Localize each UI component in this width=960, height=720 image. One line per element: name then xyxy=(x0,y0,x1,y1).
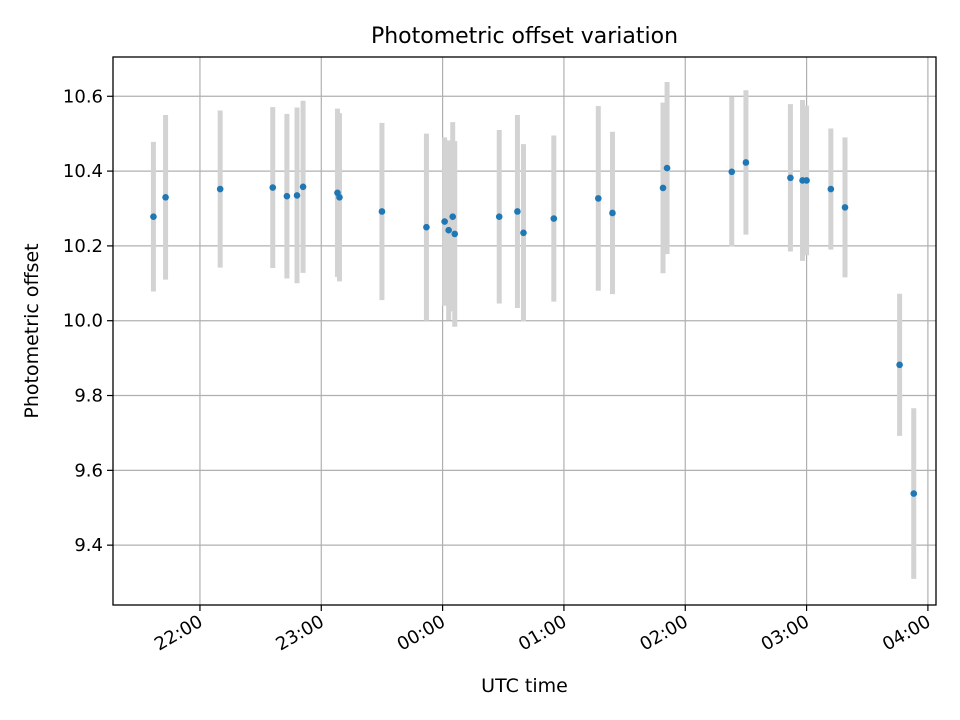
data-point xyxy=(150,213,157,221)
data-point xyxy=(283,192,291,200)
y-tick-label: 10.4 xyxy=(63,161,103,182)
data-point xyxy=(728,168,736,176)
data-point xyxy=(659,184,667,192)
data-point xyxy=(441,218,448,225)
x-axis-label: UTC time xyxy=(481,675,568,697)
data-point xyxy=(742,159,750,166)
y-tick-label: 9.8 xyxy=(74,386,103,407)
y-tick-label: 10.6 xyxy=(63,86,103,107)
data-point xyxy=(520,229,527,237)
data-point xyxy=(162,193,169,201)
data-point xyxy=(550,215,558,222)
data-point xyxy=(896,361,903,369)
data-point xyxy=(514,208,521,215)
y-tick-label: 10.0 xyxy=(63,311,103,332)
plot-area-frame xyxy=(112,56,937,606)
y-tick-label: 9.4 xyxy=(74,535,103,556)
data-point xyxy=(495,213,503,221)
y-tick-label: 10.2 xyxy=(63,236,103,257)
data-point xyxy=(216,185,224,193)
data-point xyxy=(269,184,277,191)
data-points xyxy=(150,159,918,497)
data-point xyxy=(451,230,459,238)
data-point xyxy=(609,209,616,217)
data-point xyxy=(299,183,307,191)
data-point xyxy=(803,177,810,184)
data-point xyxy=(827,185,835,193)
data-point xyxy=(595,195,602,202)
data-point xyxy=(663,164,671,172)
data-point xyxy=(787,174,794,182)
chart-title: Photometric offset variation xyxy=(371,24,678,49)
data-point xyxy=(293,192,301,199)
data-point xyxy=(378,208,386,215)
data-point xyxy=(841,204,849,211)
data-point xyxy=(336,193,343,201)
y-axis-label: Photometric offset xyxy=(21,243,43,418)
data-point xyxy=(423,223,430,231)
y-tick-label: 9.6 xyxy=(74,460,103,481)
data-point xyxy=(445,226,452,234)
data-point xyxy=(449,213,457,221)
data-point xyxy=(910,490,918,497)
